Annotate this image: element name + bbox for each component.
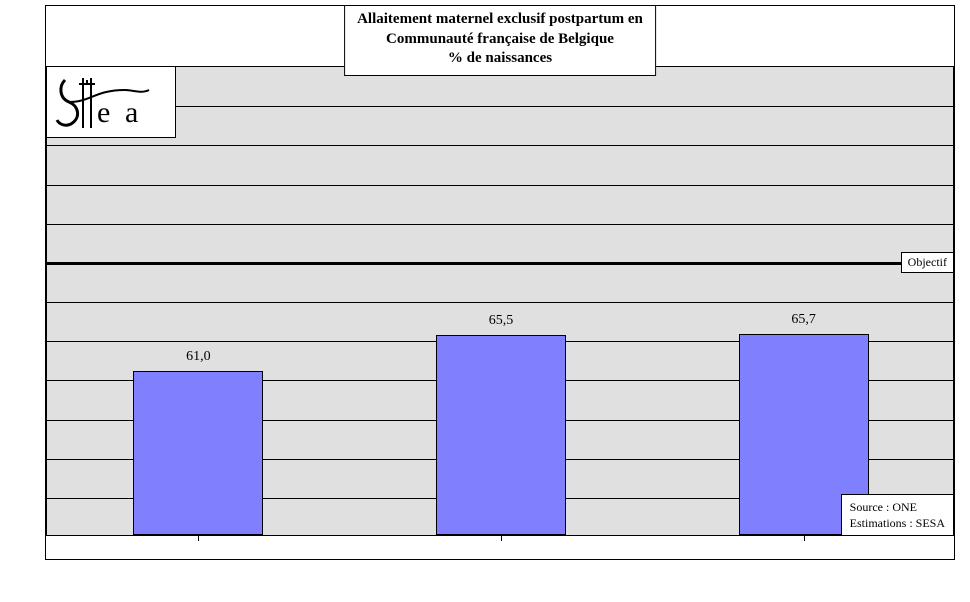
bar-value-label: 61,0 <box>186 349 211 365</box>
gridline <box>47 106 953 107</box>
source-line-1: Source : ONE <box>850 499 945 515</box>
sesa-logo-icon: e a <box>51 72 171 132</box>
logo-box: e a <box>46 66 176 138</box>
title-line-3: % de naissances <box>357 49 643 69</box>
objectif-label: Objectif <box>908 255 947 269</box>
gridline <box>47 185 953 186</box>
bar-value-label: 65,5 <box>489 313 514 329</box>
x-tick <box>198 535 199 541</box>
title-line-1: Allaitement maternel exclusif postpartum… <box>357 10 643 30</box>
bar <box>133 371 263 536</box>
gridline <box>47 302 953 303</box>
x-tick <box>501 535 502 541</box>
chart-container: Allaitement maternel exclusif postpartum… <box>45 5 955 560</box>
bar-value-label: 65,7 <box>791 312 816 328</box>
svg-text:a: a <box>125 96 138 129</box>
source-line-2: Estimations : SESA <box>850 515 945 531</box>
source-box: Source : ONE Estimations : SESA <box>841 494 954 536</box>
plot-area: e a 61,0 65,5 65,7 Objectif Source : ONE E… <box>46 66 954 536</box>
objectif-label-box: Objectif <box>901 252 954 273</box>
title-line-2: Communauté française de Belgique <box>357 30 643 50</box>
objectif-line <box>47 262 953 265</box>
bar <box>436 335 566 535</box>
gridline <box>47 224 953 225</box>
gridline <box>47 145 953 146</box>
x-tick <box>804 535 805 541</box>
svg-text:e: e <box>97 96 110 129</box>
chart-title: Allaitement maternel exclusif postpartum… <box>344 5 656 76</box>
